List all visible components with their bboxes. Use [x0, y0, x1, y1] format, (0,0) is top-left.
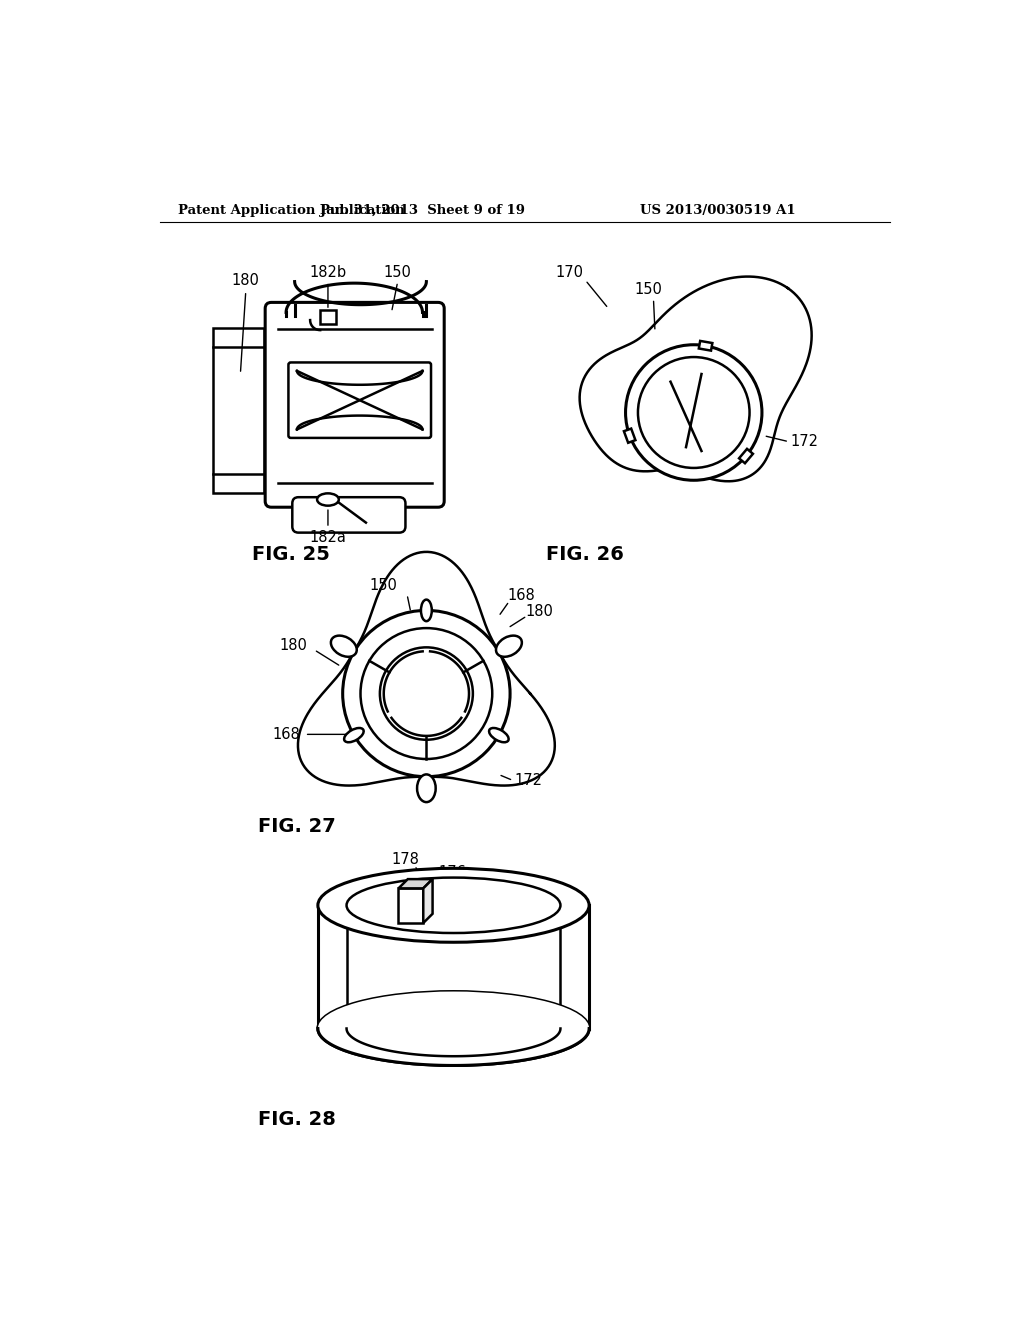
Text: 168: 168	[272, 727, 300, 742]
Text: FIG. 25: FIG. 25	[252, 545, 330, 565]
Text: 150: 150	[384, 265, 412, 280]
Text: 150: 150	[370, 578, 397, 593]
Polygon shape	[624, 429, 636, 442]
Circle shape	[360, 628, 493, 759]
Text: 176: 176	[438, 866, 466, 880]
Text: 182b: 182b	[309, 265, 346, 280]
Ellipse shape	[317, 991, 589, 1065]
Polygon shape	[398, 879, 432, 888]
Text: 180: 180	[280, 638, 308, 652]
Ellipse shape	[496, 636, 522, 657]
Text: FIG. 26: FIG. 26	[547, 545, 625, 565]
Text: 180: 180	[231, 272, 260, 288]
Text: Patent Application Publication: Patent Application Publication	[178, 205, 406, 218]
Polygon shape	[298, 552, 555, 785]
Text: 178: 178	[391, 851, 420, 867]
Text: 168: 168	[671, 418, 698, 434]
Bar	[398, 888, 423, 923]
Ellipse shape	[331, 636, 356, 657]
Polygon shape	[698, 341, 713, 351]
Text: 182a: 182a	[309, 529, 346, 545]
Text: 172: 172	[791, 434, 818, 449]
Text: FIG. 27: FIG. 27	[258, 817, 336, 837]
Circle shape	[380, 647, 473, 739]
Text: FIG. 28: FIG. 28	[258, 1110, 336, 1129]
Polygon shape	[423, 879, 432, 923]
Circle shape	[626, 345, 762, 480]
Text: Jan. 31, 2013  Sheet 9 of 19: Jan. 31, 2013 Sheet 9 of 19	[319, 205, 525, 218]
Ellipse shape	[317, 494, 339, 506]
Ellipse shape	[417, 775, 435, 803]
FancyBboxPatch shape	[265, 302, 444, 507]
FancyBboxPatch shape	[289, 363, 431, 438]
Text: 180: 180	[525, 603, 553, 619]
Polygon shape	[580, 277, 812, 482]
Ellipse shape	[344, 729, 364, 742]
FancyBboxPatch shape	[292, 498, 406, 533]
Bar	[213, 327, 263, 494]
Ellipse shape	[346, 878, 560, 933]
Circle shape	[638, 358, 750, 467]
Ellipse shape	[317, 991, 589, 1065]
Text: 168: 168	[508, 589, 536, 603]
Text: 170: 170	[556, 265, 584, 280]
Polygon shape	[739, 449, 753, 463]
Circle shape	[343, 610, 510, 776]
Ellipse shape	[317, 869, 589, 942]
Text: 172: 172	[514, 774, 542, 788]
Ellipse shape	[421, 599, 432, 622]
Text: US 2013/0030519 A1: US 2013/0030519 A1	[640, 205, 795, 218]
Bar	[321, 310, 336, 323]
Ellipse shape	[489, 729, 509, 742]
Text: 150: 150	[635, 281, 663, 297]
